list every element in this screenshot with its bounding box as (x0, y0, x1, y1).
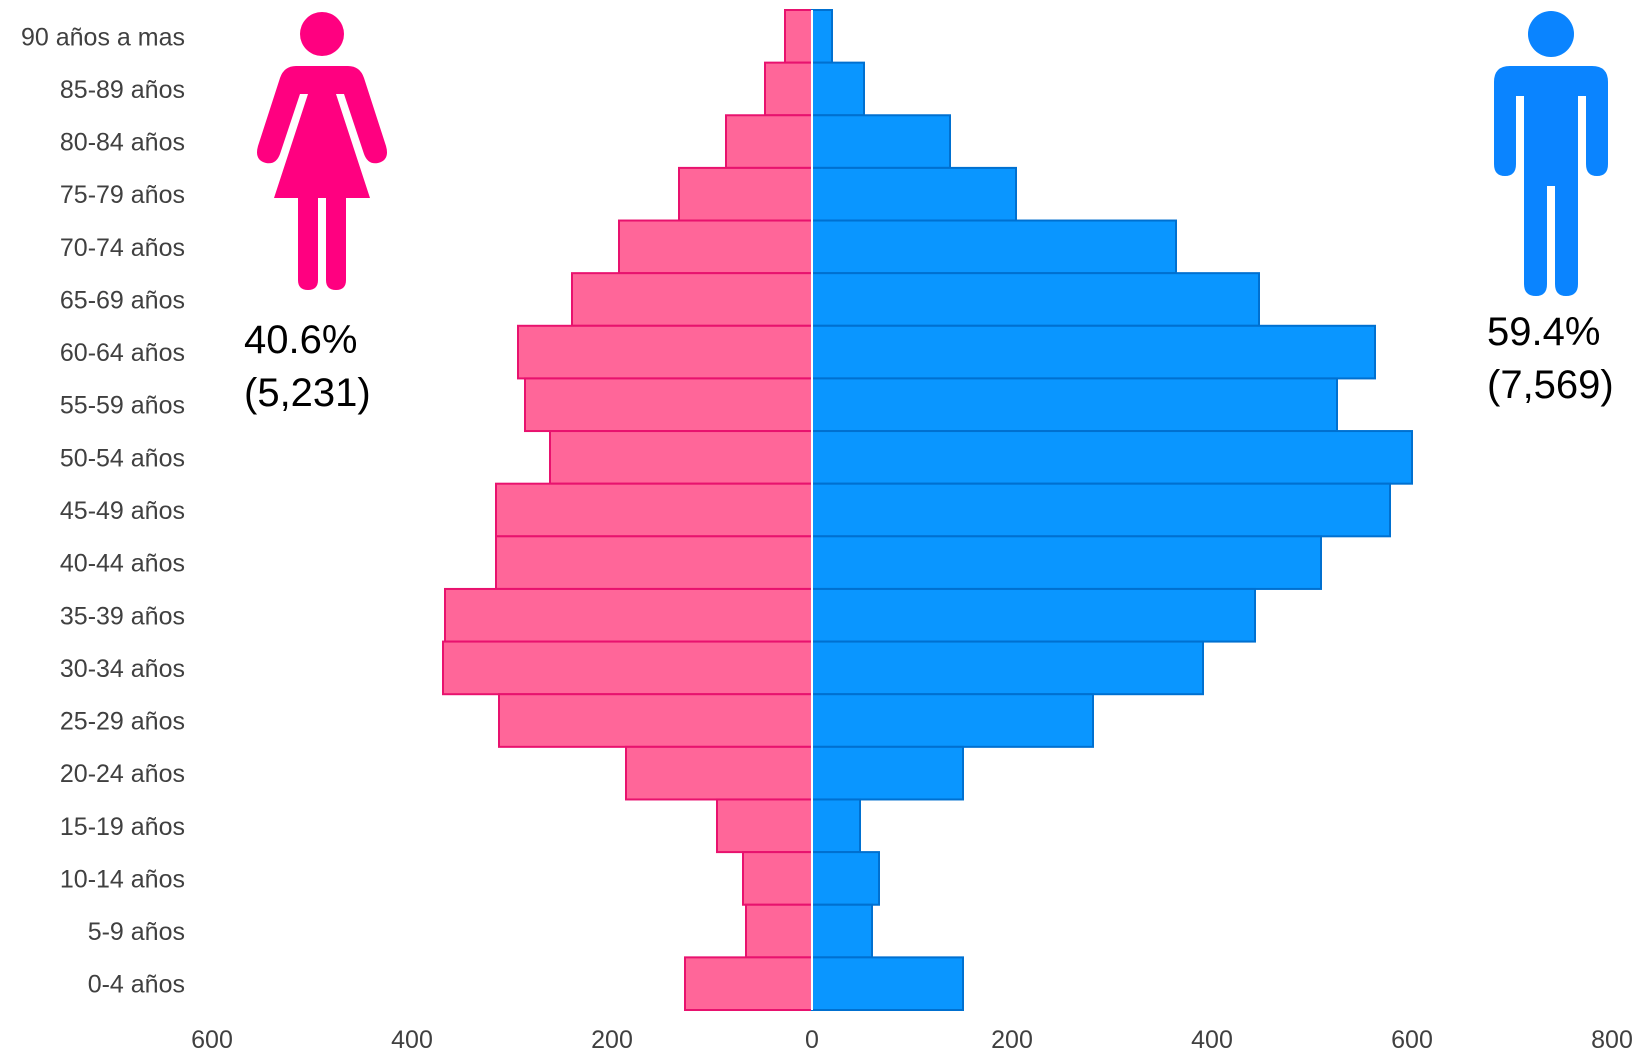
female-bar (716, 798, 813, 854)
male-bar (811, 851, 880, 906)
age-group-label: 20-24 años (60, 760, 185, 788)
female-bar (618, 219, 813, 275)
male-bar (811, 219, 1177, 275)
x-tick-label: 400 (391, 1026, 433, 1054)
age-group-label: 25-29 años (60, 708, 185, 736)
male-bar (811, 535, 1322, 590)
female-bar (571, 272, 813, 327)
female-bar (498, 693, 813, 748)
male-bar (811, 482, 1391, 538)
male-bar (811, 114, 951, 169)
male-bar (811, 324, 1376, 380)
age-group-label: 35-39 años (60, 602, 185, 630)
female-count: (5,231) (244, 371, 371, 415)
age-group-label: 85-89 años (60, 76, 185, 104)
female-bar (678, 166, 813, 222)
x-tick-label: 400 (1191, 1026, 1233, 1054)
female-bar (442, 640, 813, 696)
age-group-label: 0-4 años (88, 971, 185, 999)
male-bar (811, 640, 1204, 696)
female-icon (257, 12, 387, 290)
male-icon (1494, 11, 1608, 296)
age-group-label: 30-34 años (60, 655, 185, 683)
male-bar (811, 587, 1256, 643)
male-count: (7,569) (1487, 363, 1614, 407)
x-tick-label: 200 (591, 1026, 633, 1054)
male-percent: 59.4% (1487, 310, 1601, 354)
female-bar (625, 745, 813, 801)
age-group-label: 90 años a mas (21, 23, 185, 51)
age-group-label: 60-64 años (60, 339, 185, 367)
age-group-label: 75-79 años (60, 181, 185, 209)
male-bar (811, 693, 1094, 748)
female-bar (549, 430, 813, 485)
age-group-label: 65-69 años (60, 286, 185, 314)
female-bar (517, 324, 813, 380)
age-group-label: 15-19 años (60, 813, 185, 841)
female-bars (442, 9, 813, 1011)
female-bar (784, 9, 813, 64)
female-bar (495, 482, 813, 538)
female-percent: 40.6% (244, 318, 358, 362)
female-bar (524, 377, 813, 433)
male-bar (811, 9, 833, 64)
age-group-label: 5-9 años (88, 918, 185, 946)
male-bar (811, 956, 964, 1011)
female-bar (764, 61, 813, 117)
male-bar (811, 61, 865, 117)
female-bar (725, 114, 813, 169)
female-bar (745, 903, 813, 959)
female-bar (684, 956, 813, 1011)
x-axis-tick-labels: 600 400 200 0 200 400 600 800 (191, 1026, 1633, 1054)
x-tick-label: 0 (805, 1026, 819, 1054)
male-bar (811, 745, 964, 801)
age-group-label: 10-14 años (60, 865, 185, 893)
male-bars (811, 9, 1413, 1011)
age-group-label: 45-49 años (60, 497, 185, 525)
age-group-label: 55-59 años (60, 392, 185, 420)
age-group-label: 70-74 años (60, 234, 185, 262)
x-tick-label: 600 (191, 1026, 233, 1054)
male-bar (811, 903, 873, 959)
x-tick-label: 800 (1591, 1026, 1633, 1054)
male-bar (811, 430, 1413, 485)
male-bar (811, 166, 1017, 222)
age-group-label: 80-84 años (60, 129, 185, 157)
age-group-label: 50-54 años (60, 444, 185, 472)
male-bar (811, 272, 1260, 327)
female-bar (444, 587, 813, 643)
age-group-labels: 90 años a mas 85-89 años 80-84 años 75-79 a… (21, 23, 185, 998)
female-bar (495, 535, 813, 590)
male-bar (811, 798, 861, 854)
age-group-label: 40-44 años (60, 550, 185, 578)
female-bar (742, 851, 813, 906)
x-tick-label: 600 (1391, 1026, 1433, 1054)
male-bar (811, 377, 1338, 433)
x-tick-label: 200 (991, 1026, 1033, 1054)
